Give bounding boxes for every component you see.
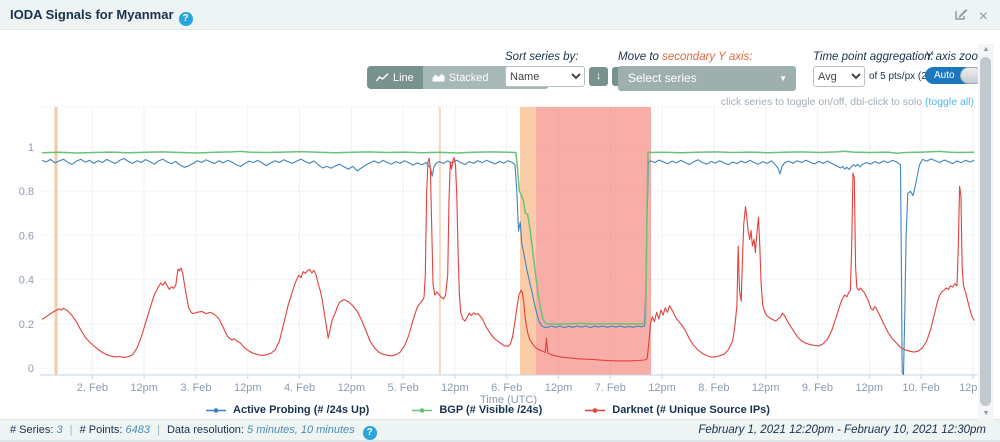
resolution-value: 5 minutes, 10 minutes xyxy=(247,424,355,436)
sort-series-label: Sort series by: xyxy=(505,51,579,63)
secondary-axis-label: Move to secondary Y axis: xyxy=(618,51,753,63)
sort-series-group: Sort series by: Name ↓ ↑ xyxy=(505,51,631,87)
y-tick-label: 0.6 xyxy=(19,230,34,242)
help-icon[interactable]: ? xyxy=(362,426,377,440)
line-chart-button[interactable]: Line xyxy=(367,66,423,89)
window-buttons: × xyxy=(954,7,988,26)
y-zoom-auto-toggle[interactable]: Auto xyxy=(925,67,983,84)
chevron-down-icon: ▼ xyxy=(779,74,787,83)
x-tick-label: 5. Feb xyxy=(388,382,419,394)
legend-item[interactable]: BGP (# Visible /24s) xyxy=(411,404,542,416)
legend-item[interactable]: Active Probing (# /24s Up) xyxy=(205,404,369,416)
sort-series-select[interactable]: Name xyxy=(505,66,585,87)
aggregation-select[interactable]: Avg xyxy=(813,66,865,87)
y-tick-label: 1 xyxy=(28,142,34,154)
event-band[interactable] xyxy=(535,107,651,375)
scrollbar-thumb[interactable] xyxy=(980,57,991,406)
close-icon[interactable]: × xyxy=(978,7,988,25)
edit-icon[interactable] xyxy=(954,7,968,26)
x-tick-label: 3. Feb xyxy=(180,382,211,394)
legend-label: Active Probing (# /24s Up) xyxy=(233,404,370,416)
x-tick-label: 6. Feb xyxy=(491,382,522,394)
series-toggle-hint: click series to toggle on/off, dbl-click… xyxy=(720,96,974,108)
date-range: February 1, 2021 12:20pm - February 10, … xyxy=(698,424,986,436)
scroll-up-icon[interactable]: ▲ xyxy=(982,46,990,53)
help-icon[interactable]: ? xyxy=(178,12,193,26)
x-tick-label: 12pm xyxy=(338,382,366,394)
aggregation-suffix: of 5 pts/px (25 minutes) xyxy=(869,71,974,82)
x-tick-label: 2. Feb xyxy=(77,382,108,394)
x-tick-label: 4. Feb xyxy=(284,382,315,394)
resolution-label: Data resolution: xyxy=(166,424,244,436)
series-count-label: # Series: xyxy=(10,424,54,436)
widget-footer: # Series: 3 | # Points: 6483 | Data reso… xyxy=(0,419,1000,442)
x-tick-label: 12pm xyxy=(752,382,780,394)
vertical-scrollbar[interactable]: ▲ ▼ xyxy=(978,44,994,420)
legend-label: BGP (# Visible /24s) xyxy=(439,404,543,416)
chart-legend: Active Probing (# /24s Up) BGP (# Visible… xyxy=(0,404,975,416)
x-tick-label: 7. Feb xyxy=(595,382,626,394)
legend-item[interactable]: Darknet (# Unique Source IPs) xyxy=(584,404,770,416)
page-title: IODA Signals for Myanmar? xyxy=(10,0,193,30)
timeseries-chart[interactable]: 0 0.2 0.4 0.6 0.8 1 2. Feb 12pm 3. Feb 12pm 4. Feb… xyxy=(0,95,1000,407)
y-axis-zoom-label: Y axis zoom: xyxy=(925,51,991,63)
x-tick-label: 12pm xyxy=(855,382,883,394)
y-tick-label: 0.8 xyxy=(19,186,34,198)
scroll-down-icon[interactable]: ▼ xyxy=(982,410,990,417)
x-tick-label: 12pm xyxy=(234,382,262,394)
legend-label: Darknet (# Unique Source IPs) xyxy=(612,404,770,416)
legend-marker-icon xyxy=(206,407,227,413)
select-series-dropdown[interactable]: Select series ▼ xyxy=(618,66,796,91)
legend-marker-icon xyxy=(412,407,433,413)
points-count-label: # Points: xyxy=(79,424,123,436)
stacked-chart-button[interactable]: Stacked xyxy=(422,66,498,89)
y-tick-label: 0.2 xyxy=(19,319,34,331)
aggregation-label: Time point aggregation: xyxy=(813,51,934,63)
data-summary: # Series: 3 | # Points: 6483 | Data reso… xyxy=(10,420,377,441)
sort-descending-button[interactable]: ↓ xyxy=(589,67,608,86)
series-line[interactable] xyxy=(41,157,975,376)
legend-marker-icon xyxy=(585,407,606,413)
stacked-chart-icon xyxy=(432,74,445,82)
points-count-value: 6483 xyxy=(125,424,150,436)
aggregation-group: Time point aggregation: Avg of 5 pts/px … xyxy=(813,51,974,87)
series-line[interactable] xyxy=(41,157,975,362)
series-line[interactable] xyxy=(41,150,975,325)
title-text: IODA Signals for Myanmar xyxy=(10,7,174,22)
x-tick-label: 12pm xyxy=(130,382,158,394)
y-tick-label: 0 xyxy=(28,363,34,375)
x-tick-label: 9. Feb xyxy=(802,382,833,394)
y-axis-zoom-group: Y axis zoom: Auto xyxy=(925,51,991,84)
x-tick-label: 10. Feb xyxy=(902,382,939,394)
secondary-axis-group: Move to secondary Y axis: Select series … xyxy=(618,51,796,91)
x-axis-title: Time (UTC) xyxy=(480,394,537,406)
x-tick-label: 12pm xyxy=(545,382,573,394)
y-tick-label: 0.4 xyxy=(19,275,34,287)
series-count-value: 3 xyxy=(56,424,63,436)
x-tick-label: 8. Feb xyxy=(698,382,729,394)
widget-header: IODA Signals for Myanmar? × xyxy=(0,0,1000,30)
x-tick-label: 12pm xyxy=(441,382,469,394)
toggle-all-link[interactable]: (toggle all) xyxy=(924,96,974,108)
x-tick-label: 12pm xyxy=(648,382,676,394)
line-chart-icon xyxy=(376,73,389,82)
